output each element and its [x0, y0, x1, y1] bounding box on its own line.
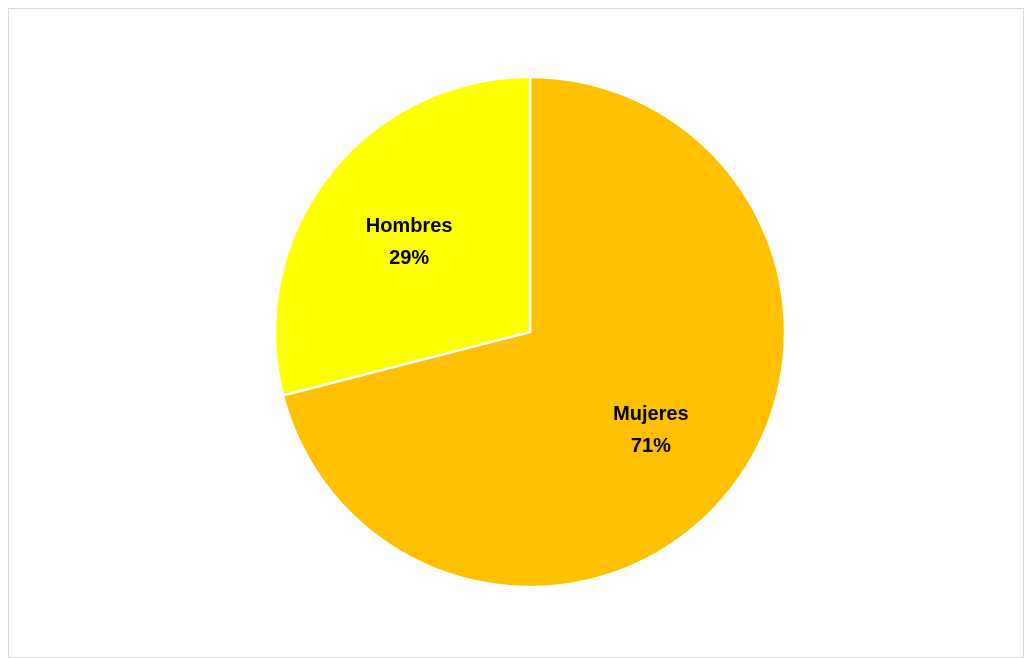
pie-slice-mujeres [281, 75, 787, 589]
pie-slice-hombres [273, 75, 532, 397]
slice-label-mujeres: Mujeres [613, 403, 689, 425]
pie-slices [273, 75, 787, 589]
slice-labels: Mujeres 71% Hombres 29% [366, 215, 689, 457]
slice-value-hombres: 29% [389, 247, 429, 269]
slice-value-mujeres: 71% [631, 435, 671, 457]
slice-label-hombres: Hombres [366, 215, 453, 237]
